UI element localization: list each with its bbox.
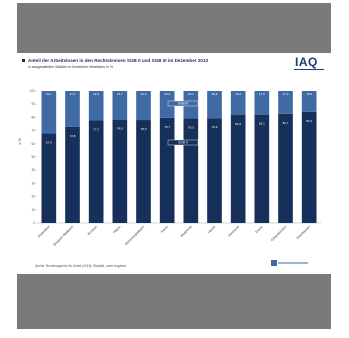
data-label-sgb3: 20,7	[188, 92, 194, 96]
data-label-sgb2: 77,7	[93, 127, 99, 131]
bar-sgb3	[112, 91, 128, 120]
y-tick-label: 90	[31, 102, 35, 106]
x-tick-label: Oberhausen	[296, 225, 311, 240]
data-label-sgb2: 78,3	[117, 127, 123, 131]
source-note: Quelle: Bundesagentur für Arbeit (2013);…	[35, 264, 127, 268]
bar-sgb3	[41, 91, 57, 134]
x-tick-label: Hamm	[207, 225, 217, 235]
data-label-sgb2: 82,1	[259, 122, 265, 126]
x-tick-label: Essen	[254, 225, 263, 234]
bar-sgb2	[136, 120, 151, 223]
data-label-sgb3: 17,9	[259, 92, 265, 96]
bar-sgb3	[65, 91, 80, 127]
y-tick-label: 50	[31, 155, 35, 159]
y-tick-label: 20	[31, 195, 35, 199]
x-tick-label: Düsseldorf	[37, 225, 51, 239]
y-tick-label: 30	[31, 181, 35, 185]
bar-sgb2	[88, 120, 104, 223]
legend-box	[167, 100, 199, 107]
institute-logo-icon	[271, 260, 308, 266]
title-bullet	[22, 59, 25, 62]
y-tick-label: 60	[31, 142, 35, 146]
bar-sgb2	[65, 126, 80, 223]
x-tick-label: Gelsenkirchen	[270, 225, 287, 242]
x-tick-label: Bergisch Gladbach	[52, 225, 74, 247]
data-label-sgb3: 20,3	[164, 92, 170, 96]
bar-sgb2	[278, 113, 293, 223]
data-label-sgb2: 79,7	[164, 125, 170, 129]
data-label-sgb3: 15,8	[306, 92, 312, 96]
iaq-logo: IAQ	[295, 55, 318, 69]
bar-sgb2	[112, 119, 128, 223]
data-label-sgb2: 84,2	[306, 119, 312, 123]
x-tick-label: Hagen	[112, 225, 122, 235]
data-label-sgb3: 17,3	[283, 92, 289, 96]
data-label-sgb2: 67,9	[46, 140, 52, 144]
chart-subtitle: in ausgewählten Städten in Nordrhein-Wes…	[28, 65, 114, 69]
chart-title: Anteil der Arbeitslosen in den Rechtskre…	[28, 58, 209, 63]
legend-box	[167, 139, 199, 146]
bar-sgb3	[278, 91, 293, 114]
y-tick-label: 70	[31, 129, 35, 133]
data-label-sgb3: 32,1	[46, 92, 52, 96]
data-label-sgb2: 78,0	[141, 127, 147, 131]
y-tick-label: 100	[30, 89, 36, 93]
bar-sgb3	[88, 91, 104, 121]
data-label-sgb3: 27,2	[70, 92, 76, 96]
legend-label: SGB II	[178, 141, 188, 145]
data-label-sgb2: 81,8	[235, 122, 241, 126]
data-label-sgb2: 79,3	[188, 125, 194, 129]
bar-sgb2	[159, 117, 175, 223]
slide: Anteil der Arbeitslosen in den Rechtskre…	[17, 53, 331, 274]
data-label-sgb3: 18,2	[235, 92, 241, 96]
x-tick-label: Herne	[160, 225, 169, 234]
y-tick-label: 40	[31, 168, 35, 172]
data-label-sgb2: 82,7	[283, 121, 289, 125]
bar-sgb2	[254, 114, 270, 223]
bar-sgb3	[207, 91, 222, 119]
bar-chart: 0 10 20 30 40 50 60 70 80 90 100 67,9 32,1 Düsseldorf…	[30, 89, 321, 247]
y-axis-label: in %	[18, 138, 22, 145]
x-tick-label: Bochum	[87, 225, 98, 236]
data-label-sgb3: 22,3	[93, 92, 99, 96]
y-tick-label: 0	[33, 221, 35, 225]
bar-sgb3	[254, 91, 270, 115]
bar-sgb2	[230, 115, 246, 223]
bar-sgb2	[301, 111, 317, 223]
bar-sgb2	[41, 133, 57, 223]
x-tick-label: Wuppertal	[179, 225, 192, 238]
data-label-sgb2: 79,4	[212, 125, 218, 129]
bar-sgb3	[230, 91, 246, 116]
data-label-sgb3: 20,6	[212, 92, 218, 96]
y-tick-label: 10	[31, 208, 35, 212]
bar-sgb2	[183, 118, 199, 223]
bar-sgb3	[159, 91, 175, 118]
bar-sgb2	[207, 118, 222, 223]
bar-sgb3	[136, 91, 151, 121]
data-label-sgb3: 21,7	[117, 92, 123, 96]
data-label-sgb2: 72,8	[70, 134, 76, 138]
x-tick-label: Mönchengladbach	[124, 225, 145, 246]
y-tick-label: 80	[31, 115, 35, 119]
logo-underline	[294, 69, 324, 70]
x-tick-label: Dortmund	[227, 225, 240, 238]
data-label-sgb3: 22,0	[141, 92, 147, 96]
bar-sgb3	[301, 91, 317, 112]
legend-label: SGB III	[178, 102, 188, 106]
